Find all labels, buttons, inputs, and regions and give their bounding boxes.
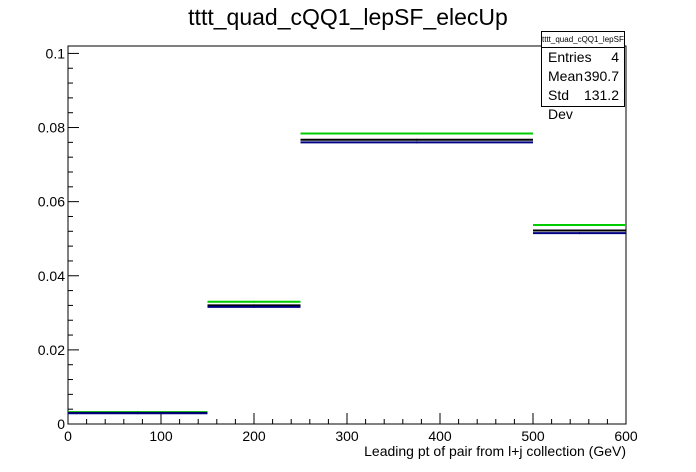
- y-tick-label: 0.1: [46, 45, 66, 61]
- stats-value: 4: [611, 49, 619, 65]
- stats-value: 390.7: [583, 68, 619, 84]
- x-tick-label: 300: [335, 428, 359, 444]
- stats-label: Mean: [548, 68, 584, 84]
- stats-label: Entries: [548, 49, 592, 65]
- x-tick-label: 400: [428, 428, 452, 444]
- histogram-series: [68, 138, 626, 414]
- y-tick-label: 0: [57, 416, 65, 432]
- x-axis-label: Leading pt of pair from l+j collection (…: [364, 443, 626, 459]
- histogram-series: [68, 132, 626, 414]
- stats-label: Std Dev: [548, 87, 573, 122]
- histogram-series: [68, 141, 626, 415]
- stats-value: 131.2: [583, 87, 619, 103]
- y-tick-label: 0.02: [38, 342, 65, 358]
- y-tick-label: 0.08: [38, 120, 65, 136]
- x-tick-label: 100: [149, 428, 173, 444]
- x-tick-label: 600: [614, 428, 638, 444]
- x-tick-label: 0: [64, 428, 72, 444]
- stats-row-mean: Mean 390.7: [542, 67, 624, 86]
- y-tick-label: 0.06: [38, 194, 65, 210]
- stats-box-title: tttt_quad_cQQ1_lepSF_elecUp: [542, 32, 624, 48]
- x-tick-label: 200: [242, 428, 266, 444]
- stats-box: tttt_quad_cQQ1_lepSF_elecUp Entries 4 Me…: [541, 31, 625, 122]
- stats-row-entries: Entries 4: [542, 48, 624, 67]
- stats-row-stddev: Std Dev 131.2: [542, 86, 624, 122]
- y-tick-label: 0.04: [38, 268, 65, 284]
- chart-title: tttt_quad_cQQ1_lepSF_elecUp: [188, 4, 508, 30]
- x-tick-label: 500: [521, 428, 545, 444]
